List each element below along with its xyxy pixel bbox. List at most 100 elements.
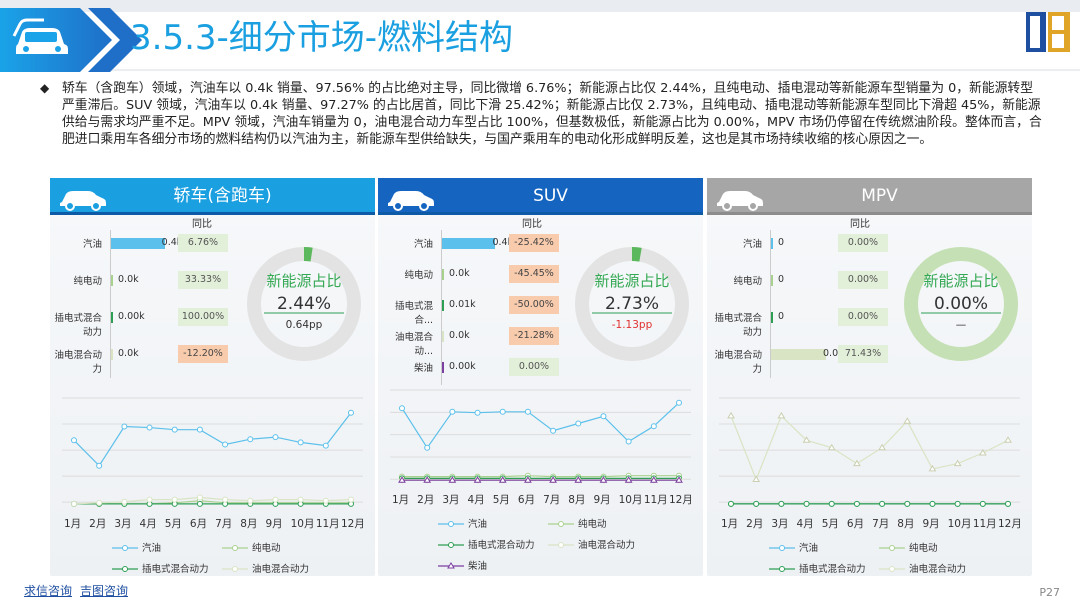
row-value: 0.00k <box>449 361 476 372</box>
nev-share-donut <box>904 247 1018 361</box>
legend-label: 油电混合动力 <box>252 564 310 575</box>
row-axis-line <box>441 261 442 292</box>
header-stripe <box>0 0 1080 12</box>
row-yoy-badge: -45.45% <box>509 265 559 283</box>
month-label: 12月 <box>341 518 365 530</box>
row-bar <box>442 331 444 342</box>
series-point <box>752 475 761 482</box>
row-bar <box>771 238 773 249</box>
row-value: 0.4k <box>492 237 514 248</box>
legend-label: 油电混合动力 <box>909 564 967 575</box>
month-label: 2月 <box>417 494 435 506</box>
donut-title: 新能源占比 <box>266 272 342 290</box>
row-axis-line <box>110 341 111 378</box>
donut-arc <box>575 247 689 361</box>
row-label: 纯电动 <box>73 276 102 287</box>
row-value: 0.0k <box>118 274 139 285</box>
series-point <box>96 499 103 506</box>
row-bar <box>442 238 496 249</box>
series-point <box>828 500 835 507</box>
donut-change: 0.64pp <box>285 319 323 331</box>
row-bar <box>442 269 444 280</box>
series-point <box>853 459 861 467</box>
legend-label: 纯电动 <box>909 543 938 554</box>
month-label: 11月 <box>315 518 340 530</box>
series-line-0 <box>73 412 352 467</box>
row-label: 汽油 <box>82 239 102 250</box>
row-yoy-badge: -12.20% <box>178 345 228 363</box>
month-label: 6月 <box>517 494 536 506</box>
series-point <box>171 426 178 433</box>
series-point <box>802 436 811 443</box>
row-yoy-badge: 0.00% <box>509 358 559 376</box>
series-point <box>574 476 583 483</box>
panel-1: SUV 同比 汽油 0.4k -25.42% 纯电动 0.0k -45.45% 插电式混合...… <box>378 176 703 576</box>
series-point <box>399 405 405 412</box>
month-label: 3月 <box>114 518 132 530</box>
month-label: 10月 <box>618 494 643 506</box>
series-point <box>599 476 608 483</box>
series-point <box>676 399 682 406</box>
row-value: 0.4k <box>161 237 183 248</box>
series-point <box>474 409 481 416</box>
series-point <box>247 497 254 504</box>
row-yoy-badge: 33.33% <box>178 271 228 289</box>
yoy-header: 同比 <box>850 219 870 230</box>
series-point <box>322 442 329 449</box>
donut-value: 2.73% <box>604 294 659 314</box>
row-yoy-badge: 71.43% <box>838 345 888 363</box>
row-bar <box>111 238 165 249</box>
series-point <box>903 417 912 424</box>
row-label: 油电混合动... <box>394 332 433 357</box>
legend-label: 汽油 <box>799 543 819 554</box>
month-label: 4月 <box>796 518 814 530</box>
series-point <box>550 427 557 434</box>
series-point <box>979 500 986 507</box>
row-label: 插电式混合动力 <box>714 313 762 338</box>
row-bar <box>771 275 773 286</box>
row-axis-line <box>770 267 771 304</box>
series-point <box>449 408 456 415</box>
legend-label: 柴油 <box>468 561 488 572</box>
legend-swatch <box>112 545 138 551</box>
series-point <box>423 476 432 483</box>
series-point <box>575 420 582 427</box>
legend-label: 纯电动 <box>252 543 281 554</box>
donut-value: 2.44% <box>276 294 331 314</box>
legend-swatch <box>548 542 574 548</box>
series-point <box>675 476 683 483</box>
legend-swatch <box>438 562 464 569</box>
month-label: 2月 <box>89 518 107 530</box>
panel-title-bar <box>378 178 703 215</box>
month-label: 4月 <box>139 518 157 530</box>
legend-swatch <box>222 566 248 572</box>
panel-car-icon <box>717 191 763 211</box>
month-label: 1月 <box>392 494 410 506</box>
nev-share-donut <box>575 247 689 361</box>
month-label: 5月 <box>821 518 839 530</box>
series-point <box>348 409 354 416</box>
row-label: 插电式混合动力 <box>54 313 102 338</box>
yoy-header: 同比 <box>192 219 212 230</box>
page-title: 3.5.3-细分市场-燃料结构 <box>130 18 514 58</box>
series-point <box>625 438 632 445</box>
row-yoy-badge: -50.00% <box>509 296 559 314</box>
legend-swatch <box>112 566 138 572</box>
series-point <box>753 500 760 507</box>
row-value: 0 <box>778 237 785 248</box>
row-bar <box>771 349 826 360</box>
legend-swatch <box>222 545 248 551</box>
series-point <box>954 500 961 507</box>
month-label: 11月 <box>643 494 668 506</box>
footer-link-jitu[interactable]: 吉图咨询 <box>80 584 129 598</box>
row-yoy-badge: -25.42% <box>509 234 559 252</box>
footer-link-qiuxin[interactable]: 求信咨询 <box>24 584 73 598</box>
series-point <box>650 423 657 430</box>
panel-title-bar <box>707 178 1032 215</box>
row-bar <box>442 362 444 373</box>
month-label: 7月 <box>872 518 890 530</box>
month-label: 1月 <box>64 518 82 530</box>
series-line-3 <box>73 496 352 505</box>
row-value: 0.00k <box>118 311 145 322</box>
donut-title: 新能源占比 <box>594 272 670 290</box>
